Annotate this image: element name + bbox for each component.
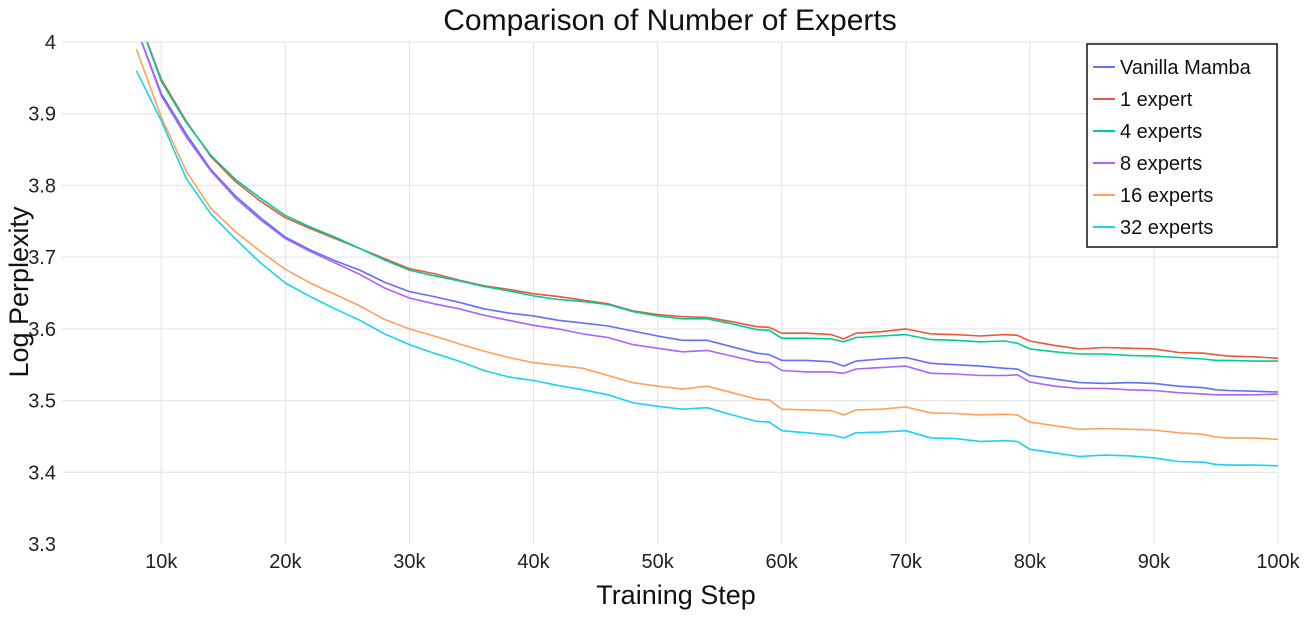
- x-tick-label: 50k: [641, 551, 674, 573]
- x-tick-label: 80k: [1014, 551, 1047, 573]
- series-line-16-experts: [135, 48, 1278, 441]
- legend-label-8-experts: 8 experts: [1120, 153, 1202, 175]
- y-tick-label: 4: [45, 32, 56, 54]
- x-tick-labels: 10k 20k 30k 40k 50k 60k 70k 80k 90k 100k: [145, 551, 1301, 573]
- y-tick-label: 3.5: [28, 391, 56, 413]
- x-tick-label: 100k: [1256, 551, 1300, 573]
- x-tick-label: 60k: [766, 551, 799, 573]
- x-gridlines: [160, 42, 1279, 544]
- legend-label-1-expert: 1 expert: [1120, 89, 1193, 111]
- y-axis-title: Log Perplexity: [4, 206, 34, 378]
- y-gridlines: [62, 41, 1278, 473]
- x-tick-label: 70k: [890, 551, 923, 573]
- y-tick-label: 3.9: [28, 104, 56, 126]
- x-tick-label: 30k: [393, 551, 426, 573]
- x-tick-label: 20k: [269, 551, 302, 573]
- chart-title: Comparison of Number of Experts: [443, 4, 897, 37]
- series-line-1-expert: [146, 42, 1278, 360]
- y-tick-labels: 3.3 3.4 3.5 3.6 3.7 3.8 3.9 4: [28, 32, 56, 556]
- series-line-32-experts: [135, 70, 1278, 467]
- x-tick-label: 90k: [1138, 551, 1171, 573]
- y-tick-label: 3.7: [28, 247, 56, 269]
- y-tick-label: 3.3: [28, 534, 56, 556]
- x-tick-label: 10k: [145, 551, 178, 573]
- series-lines: [135, 42, 1278, 467]
- legend-box: [1086, 43, 1278, 248]
- series-line-vanilla-mamba: [140, 42, 1278, 393]
- legend-label-4-experts: 4 experts: [1120, 121, 1202, 143]
- series-line-8-experts: [140, 42, 1278, 396]
- legend-label-16-experts: 16 experts: [1120, 185, 1213, 207]
- series-line-4-experts: [146, 42, 1278, 362]
- x-axis-title: Training Step: [596, 580, 756, 610]
- y-tick-label: 3.8: [28, 175, 56, 197]
- x-tick-label: 40k: [517, 551, 550, 573]
- legend-label-32-experts: 32 experts: [1120, 217, 1213, 239]
- y-tick-label: 3.6: [28, 319, 56, 341]
- legend: Vanilla Mamba 1 expert 4 experts 8 experts 1…: [1086, 43, 1278, 248]
- legend-label-vanilla-mamba: Vanilla Mamba: [1120, 57, 1252, 79]
- y-tick-label: 3.4: [28, 462, 56, 484]
